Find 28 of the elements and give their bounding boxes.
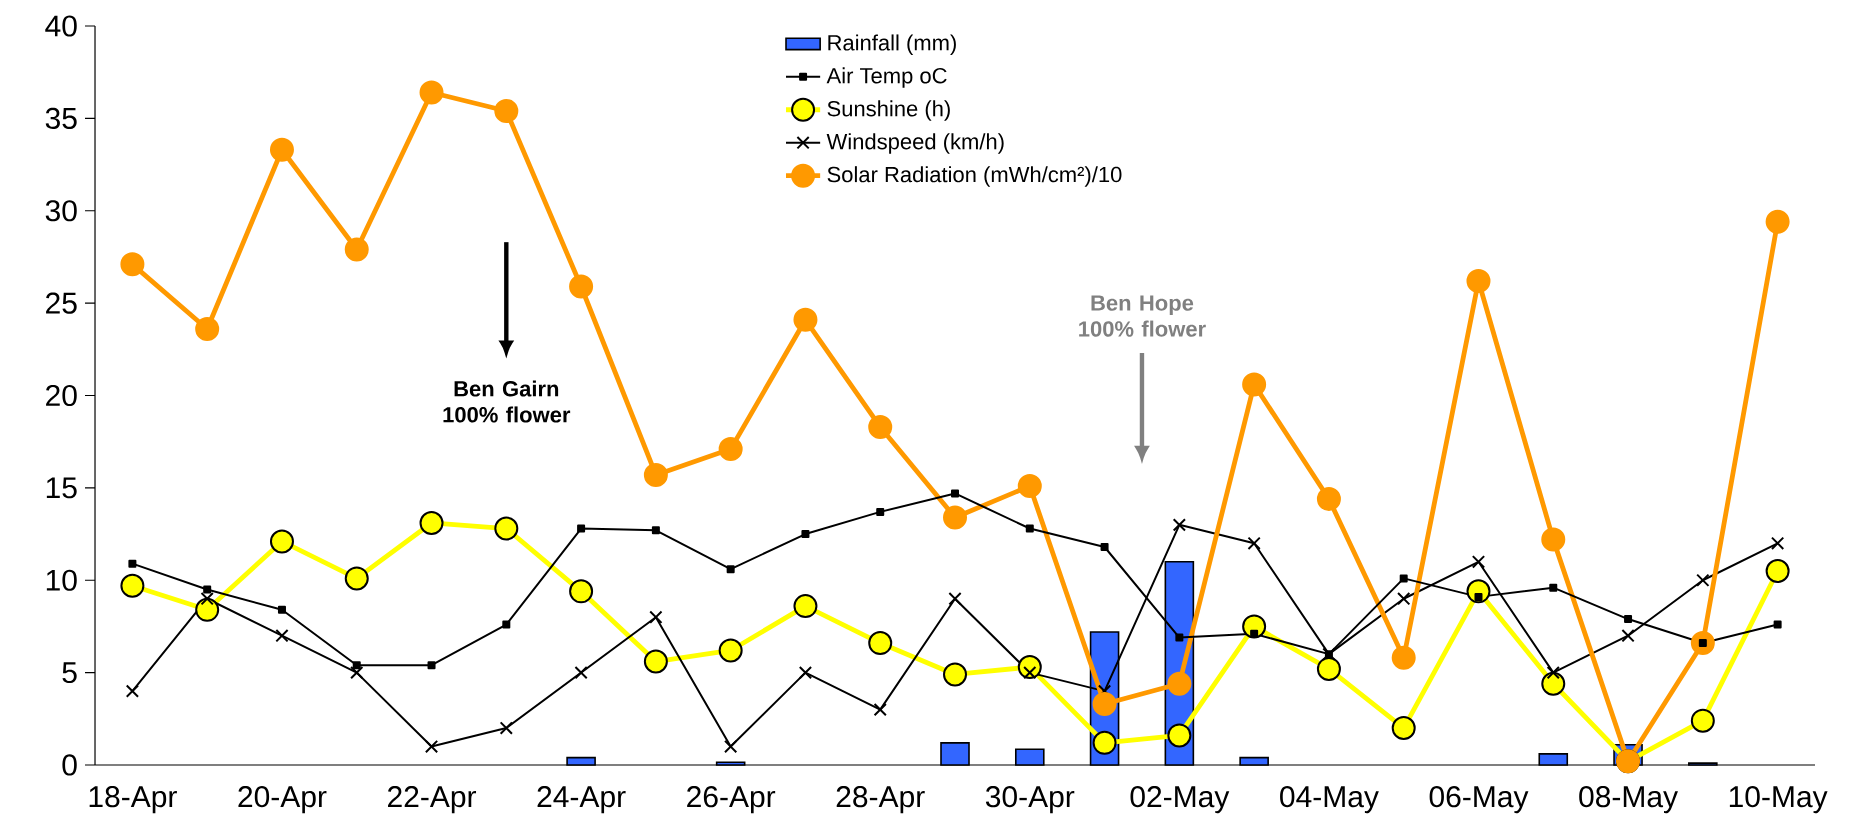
x-tick-label: 02-May	[1130, 786, 1230, 814]
x-tick-label: 08-May	[1579, 786, 1678, 814]
y-tick-label: 5	[62, 662, 77, 684]
y-tick-label: 40	[45, 15, 77, 37]
y-tick-label: 0	[62, 754, 77, 776]
y-tick-label: 15	[46, 477, 77, 499]
y-tick-label: 20	[46, 384, 77, 407]
y-tick-label: 10	[46, 569, 77, 591]
x-tick-label: 20-Apr	[238, 786, 327, 814]
y-tick-label: 25	[46, 292, 77, 314]
legend-label: Rainfall (mm)	[828, 34, 956, 55]
annotation: Ben Hope 100% flower	[1079, 295, 1206, 337]
x-tick-label: 26-Apr	[687, 786, 776, 814]
x-tick-label: 10-May	[1729, 786, 1828, 814]
legend-label: Air Temp oC	[826, 67, 947, 88]
x-tick-label: 04-May	[1280, 786, 1379, 814]
annotation: Ben Gairn 100% flower	[443, 380, 571, 423]
x-tick-label: 24-Apr	[537, 786, 626, 814]
legend-label: Sunshine (h)	[827, 100, 950, 121]
legend-label: Solar Radiation (mWh/cm²)/10	[827, 166, 1122, 187]
x-tick-label: 06-May	[1429, 786, 1529, 814]
legend-label: Windspeed (km/h)	[826, 133, 1004, 154]
y-tick-label: 30	[45, 200, 77, 222]
x-tick-label: 28-Apr	[836, 786, 925, 814]
x-tick-label: 22-Apr	[388, 786, 477, 814]
y-tick-label: 35	[45, 107, 77, 129]
x-tick-label: 30-Apr	[985, 786, 1075, 814]
x-tick-label: 18-Apr	[89, 786, 177, 814]
